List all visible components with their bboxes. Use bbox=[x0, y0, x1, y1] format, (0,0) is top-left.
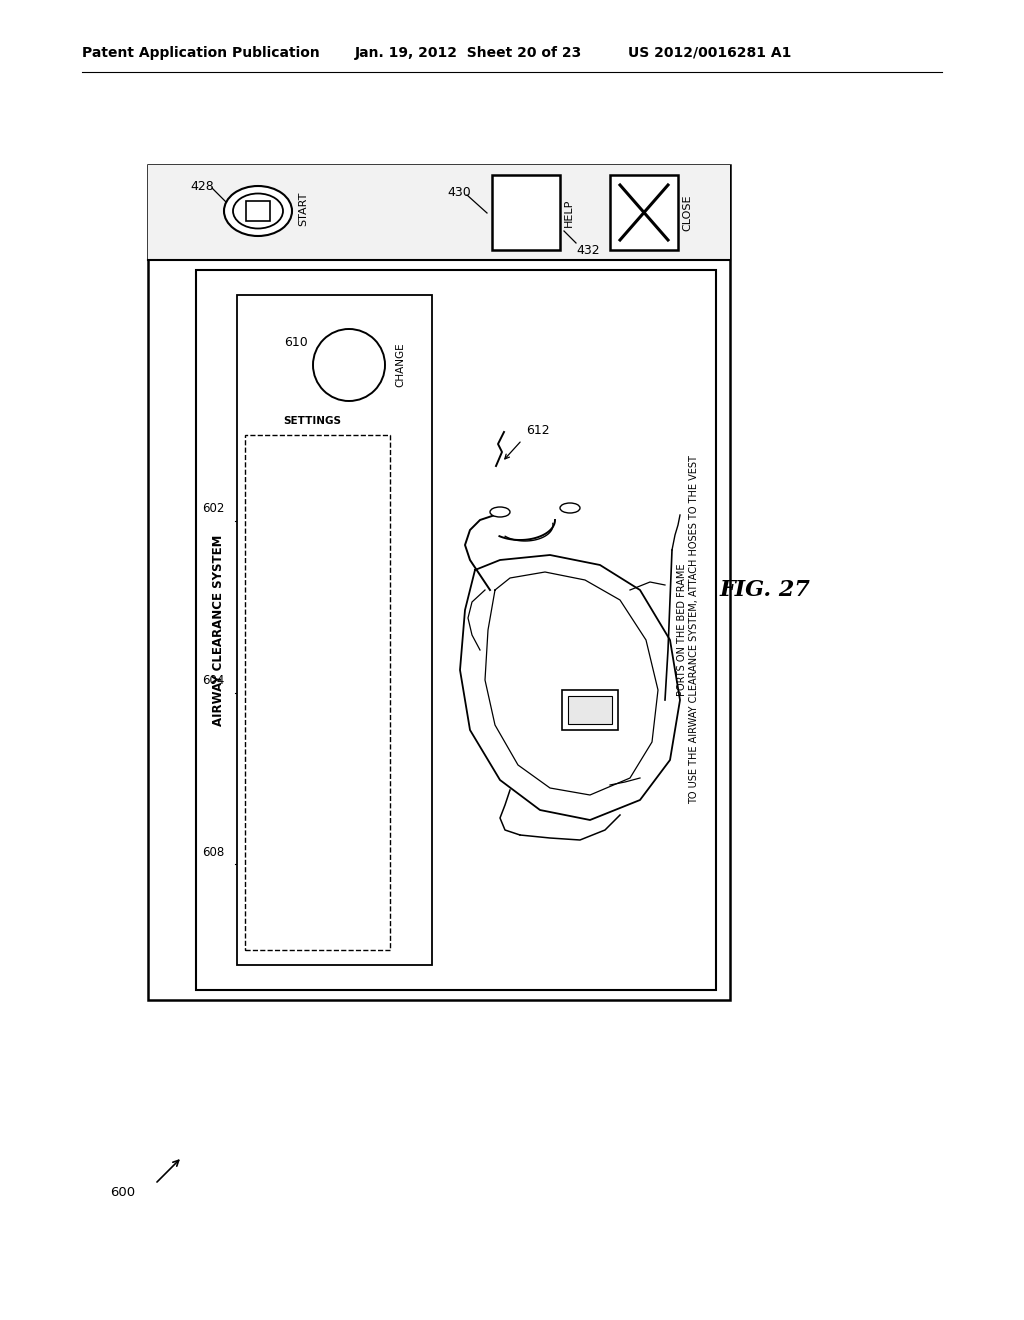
Text: SETTINGS: SETTINGS bbox=[283, 416, 341, 426]
Text: 3: 3 bbox=[380, 688, 386, 697]
Bar bbox=[562, 690, 618, 730]
Text: 604: 604 bbox=[202, 675, 224, 686]
Text: 5 MIN: 5 MIN bbox=[357, 859, 386, 869]
Bar bbox=[196, 271, 716, 990]
Text: FIG. 27: FIG. 27 bbox=[720, 579, 811, 601]
Text: Patent Application Publication: Patent Application Publication bbox=[82, 46, 319, 59]
Bar bbox=[492, 176, 560, 249]
Bar bbox=[568, 696, 612, 723]
Bar bbox=[148, 165, 730, 1001]
Text: 600: 600 bbox=[110, 1185, 135, 1199]
Bar bbox=[148, 165, 730, 260]
Bar bbox=[237, 294, 432, 965]
Text: TO USE THE AIRWAY CLEARANCE SYSTEM, ATTACH HOSES TO THE VEST: TO USE THE AIRWAY CLEARANCE SYSTEM, ATTA… bbox=[689, 455, 699, 804]
Text: AIRWAY CLEARANCE SYSTEM: AIRWAY CLEARANCE SYSTEM bbox=[212, 535, 224, 726]
Text: HELP: HELP bbox=[564, 199, 574, 227]
Text: DURATION: DURATION bbox=[249, 859, 300, 869]
Text: US 2012/0016281 A1: US 2012/0016281 A1 bbox=[628, 46, 792, 59]
Text: PORTS ON THE BED FRAME: PORTS ON THE BED FRAME bbox=[677, 564, 687, 696]
Ellipse shape bbox=[233, 194, 283, 228]
Text: CLOSE: CLOSE bbox=[682, 195, 692, 231]
Ellipse shape bbox=[490, 507, 510, 517]
Text: CHANGE: CHANGE bbox=[395, 343, 406, 387]
Text: 432: 432 bbox=[575, 244, 600, 257]
Bar bbox=[610, 176, 678, 249]
Ellipse shape bbox=[313, 329, 385, 401]
Ellipse shape bbox=[224, 186, 292, 236]
Text: INTENSITY: INTENSITY bbox=[249, 688, 299, 697]
Ellipse shape bbox=[560, 503, 580, 513]
Text: ?: ? bbox=[518, 198, 535, 227]
Text: 428: 428 bbox=[190, 180, 214, 193]
Text: FREQUENCY: FREQUENCY bbox=[249, 516, 308, 525]
Text: 612: 612 bbox=[526, 424, 550, 437]
Text: 602: 602 bbox=[202, 503, 224, 515]
Text: 5 BPS: 5 BPS bbox=[357, 516, 386, 525]
Text: START: START bbox=[298, 191, 308, 226]
Text: 430: 430 bbox=[447, 186, 471, 199]
Text: 610: 610 bbox=[284, 337, 308, 350]
Text: 608: 608 bbox=[202, 846, 224, 859]
Bar bbox=[246, 201, 270, 220]
Text: Jan. 19, 2012  Sheet 20 of 23: Jan. 19, 2012 Sheet 20 of 23 bbox=[355, 46, 583, 59]
Bar bbox=[245, 436, 390, 950]
